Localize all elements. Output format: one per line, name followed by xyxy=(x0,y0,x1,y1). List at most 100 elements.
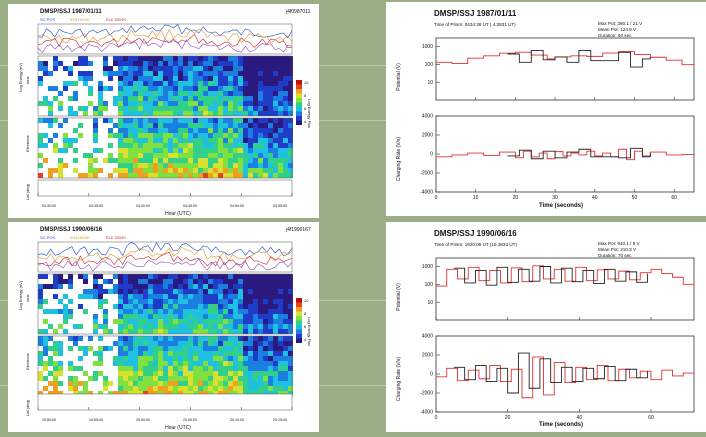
spectrogram-cell xyxy=(123,143,128,148)
spectrogram-cell xyxy=(148,279,153,284)
spectrogram-cell xyxy=(153,56,158,61)
spectrogram-cell xyxy=(178,309,183,314)
spectrogram-cell xyxy=(288,86,293,91)
spectrogram-cell xyxy=(243,294,248,299)
spectrogram-cell xyxy=(213,61,218,66)
spectrogram-cell xyxy=(123,361,128,366)
spectrogram-cell xyxy=(198,356,203,361)
spectrogram-cell xyxy=(208,101,213,106)
spectrogram-cell xyxy=(183,128,188,133)
spectrogram-cell xyxy=(258,284,263,289)
spectrogram-cell xyxy=(108,381,113,386)
spectrogram-cell xyxy=(173,81,178,86)
spectrogram-cell xyxy=(233,138,238,143)
spectrogram-cell xyxy=(188,319,193,324)
spectrogram-cell xyxy=(133,274,138,279)
potential-chart-1990: DMSP/SSJ 1990/06/16 Time of Prism: 1920:… xyxy=(396,229,695,428)
spectrogram-cell xyxy=(133,319,138,324)
spectrogram-cell xyxy=(113,274,118,279)
spectrogram-cell xyxy=(48,336,53,341)
spectrogram-cell xyxy=(273,391,278,396)
spectrogram-cell xyxy=(133,304,138,309)
spectrogram-cell xyxy=(153,96,158,101)
spectrogram-cell xyxy=(128,284,133,289)
spectrogram-cell xyxy=(198,96,203,101)
colorbar-tick: 8 xyxy=(304,311,307,316)
spectrogram-cell xyxy=(163,274,168,279)
spectrogram-cell xyxy=(153,284,158,289)
spectrogram-cell xyxy=(78,391,83,396)
spectrogram-cell xyxy=(153,91,158,96)
spectrogram-cell xyxy=(218,138,223,143)
spectrogram-cell xyxy=(73,366,78,371)
spectrogram-cell xyxy=(213,128,218,133)
spectrogram-cell xyxy=(48,168,53,173)
spectrogram-cell xyxy=(213,66,218,71)
spectrogram-cell xyxy=(63,314,68,319)
spectrogram-cell xyxy=(233,148,238,153)
spectrogram-cell xyxy=(43,346,48,351)
spectrogram-cell xyxy=(183,381,188,386)
spectrogram-cell xyxy=(58,101,63,106)
spectrogram-cell xyxy=(208,106,213,111)
spectrogram-cell xyxy=(68,111,73,116)
spectrogram-cell xyxy=(158,66,163,71)
spectrogram-cell xyxy=(253,329,258,334)
spectrogram-cell xyxy=(253,346,258,351)
spectrogram-cell xyxy=(263,96,268,101)
colorbar-swatch xyxy=(296,120,302,125)
spectrogram-cell xyxy=(193,71,198,76)
y-tick-label: 0 xyxy=(430,372,433,378)
spectrogram-cell xyxy=(123,371,128,376)
spectrogram-cell xyxy=(263,61,268,66)
spectrogram-cell xyxy=(233,336,238,341)
spectrogram-cell xyxy=(83,289,88,294)
spectrogram-cell xyxy=(253,391,258,396)
spectrogram-cell xyxy=(273,284,278,289)
spectrogram-cell xyxy=(228,386,233,391)
spectrogram-cell xyxy=(153,309,158,314)
x-tick-label: 0 xyxy=(435,415,438,421)
spectrogram-cell xyxy=(128,66,133,71)
spectrogram-cell xyxy=(188,61,193,66)
spectrogram-cell xyxy=(83,279,88,284)
spectrogram-cell xyxy=(123,101,128,106)
spectrogram-cell xyxy=(218,304,223,309)
spectrogram-cell xyxy=(268,71,273,76)
spectrogram-cell xyxy=(233,391,238,396)
spectrogram-cell xyxy=(78,61,83,66)
spectrogram-cell xyxy=(283,371,288,376)
spectrogram-cell xyxy=(68,346,73,351)
spectrogram-cell xyxy=(48,123,53,128)
spectrogram-cell xyxy=(183,158,188,163)
spectrogram-cell xyxy=(133,61,138,66)
spectrogram-cell xyxy=(153,356,158,361)
spectrogram-cell xyxy=(223,294,228,299)
spectrogram-cell xyxy=(93,133,98,138)
spectrogram-cell xyxy=(248,294,253,299)
spectrogram-cell xyxy=(118,361,123,366)
spectrogram-cell xyxy=(193,96,198,101)
spectrogram-cell xyxy=(103,314,108,319)
spectrogram-cell xyxy=(223,341,228,346)
spectrogram-cell xyxy=(133,96,138,101)
spectrogram-cell xyxy=(233,299,238,304)
spectrogram-cell xyxy=(198,173,203,178)
spectrogram-cell xyxy=(258,386,263,391)
spectrogram-cell xyxy=(268,143,273,148)
spectrogram-cell xyxy=(93,118,98,123)
colorbar-swatch xyxy=(296,325,302,330)
spectrogram-cell xyxy=(93,284,98,289)
spectrogram-cell xyxy=(128,81,133,86)
spectrogram-cell xyxy=(183,391,188,396)
spectrogram-cell xyxy=(43,96,48,101)
spectrogram-cell xyxy=(253,128,258,133)
spectrogram-cell xyxy=(178,86,183,91)
spectrogram-cell xyxy=(198,319,203,324)
spectrogram-cell xyxy=(38,143,43,148)
spectrogram-cell xyxy=(168,128,173,133)
spectrogram-cell xyxy=(253,148,258,153)
spectrogram-cell xyxy=(268,346,273,351)
spectrogram-cell xyxy=(228,71,233,76)
spectrogram-cell xyxy=(128,96,133,101)
